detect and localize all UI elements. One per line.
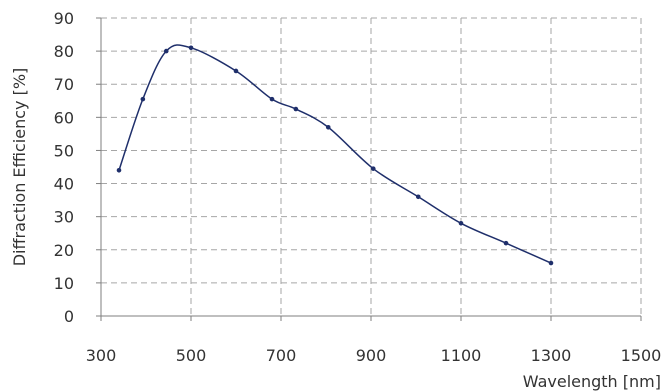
y-tick-label: 0 (64, 307, 74, 326)
data-point (293, 106, 299, 112)
x-tick-label: 1100 (441, 346, 482, 365)
x-tick-labels: 300 500 700 900 1100 1300 1500 (86, 346, 662, 365)
data-point (503, 240, 509, 246)
x-tick-label: 500 (176, 346, 207, 365)
data-point (163, 48, 169, 54)
x-tick-label: 300 (86, 346, 117, 365)
y-tick-label: 10 (54, 274, 74, 293)
x-tick-label: 900 (356, 346, 387, 365)
y-tick-label: 20 (54, 241, 74, 260)
data-point (233, 68, 239, 74)
y-tick-label: 90 (54, 9, 74, 28)
y-tick-label: 30 (54, 208, 74, 227)
data-point (415, 194, 421, 200)
y-tick-label: 40 (54, 175, 74, 194)
x-tick-label: 1300 (531, 346, 572, 365)
data-point (325, 124, 331, 130)
y-tick-label: 50 (54, 141, 74, 160)
x-tick-label: 700 (266, 346, 297, 365)
data-point (269, 96, 275, 102)
grid (101, 17, 642, 316)
y-tick-label: 80 (54, 42, 74, 61)
axes (96, 17, 642, 321)
data-point (188, 45, 194, 51)
data-point (458, 220, 464, 226)
x-axis-label: Wavelength [nm] (523, 372, 661, 391)
data-point (140, 96, 146, 102)
y-tick-label: 70 (54, 75, 74, 94)
data-series-line (118, 44, 552, 264)
y-tick-labels: 0 10 20 30 40 50 60 70 80 90 (54, 9, 74, 326)
data-point (548, 260, 554, 266)
x-tick-label: 1500 (621, 346, 662, 365)
data-point (370, 166, 376, 171)
y-axis-label: Diffraction Efficiency [%] (10, 68, 29, 267)
data-point (116, 168, 122, 173)
data-points (116, 45, 554, 266)
y-tick-label: 60 (54, 108, 74, 127)
